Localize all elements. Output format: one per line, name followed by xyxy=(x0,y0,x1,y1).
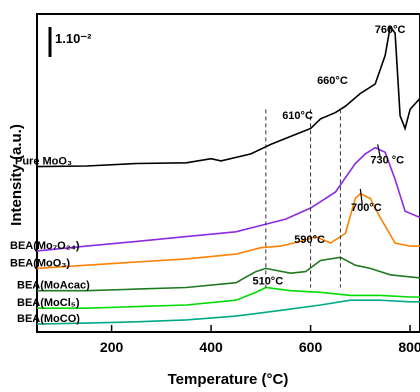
x-axis-ticks: 200 400 600 800 xyxy=(100,325,420,355)
series-label-2: BEA(MoO₃) xyxy=(10,257,70,269)
peak-label-6: 510°C xyxy=(252,275,283,287)
peak-label-0: 760°C xyxy=(375,24,406,36)
arrow-730 xyxy=(377,144,381,158)
x-tick-label-0: 200 xyxy=(100,339,124,355)
series-line-4 xyxy=(37,286,420,309)
x-tick-label-1: 400 xyxy=(199,339,223,355)
series-label-5: BEA(MoCO) xyxy=(17,313,80,325)
plot-frame xyxy=(36,13,420,333)
series-label-1: BEA(Mo₇O₂₄) xyxy=(10,240,80,252)
series-line-5 xyxy=(36,299,420,325)
peak-label-3: 730 °C xyxy=(370,154,404,166)
peak-annotations: 760°C 660°C 610°C 730 °C 700°C 590°C 510°C xyxy=(252,24,405,287)
series-label-4: BEA(MoCl₅) xyxy=(17,297,80,309)
series-line-2 xyxy=(36,192,420,270)
x-axis-title: Temperature (°C) xyxy=(168,371,289,388)
y-axis-title: Intensity (a.u.) xyxy=(8,124,25,226)
reference-lines xyxy=(265,109,341,288)
peak-label-1: 660°C xyxy=(317,75,348,87)
series-line-0 xyxy=(36,24,420,168)
x-tick-label-2: 600 xyxy=(299,339,323,355)
series-line-3 xyxy=(37,256,420,292)
scale-bar-label: 1.10⁻² xyxy=(55,31,92,46)
series-line-1 xyxy=(36,146,420,252)
x-tick-label-3: 800 xyxy=(398,339,420,355)
peak-label-5: 590°C xyxy=(294,234,325,246)
plot-area-border xyxy=(36,13,420,333)
series-label-0: Pure MoO₃ xyxy=(15,156,72,168)
arrow-700 xyxy=(359,188,363,205)
series-labels: Pure MoO₃ BEA(Mo₇O₂₄) BEA(MoO₃) BEA(MoAcac)… xyxy=(10,156,90,325)
series-layer xyxy=(36,24,420,325)
scale-bar: 1.10⁻² xyxy=(48,27,92,57)
peak-label-4: 700°C xyxy=(351,202,382,214)
peak-label-2: 610°C xyxy=(282,110,313,122)
series-label-3: BEA(MoAcac) xyxy=(17,280,90,292)
